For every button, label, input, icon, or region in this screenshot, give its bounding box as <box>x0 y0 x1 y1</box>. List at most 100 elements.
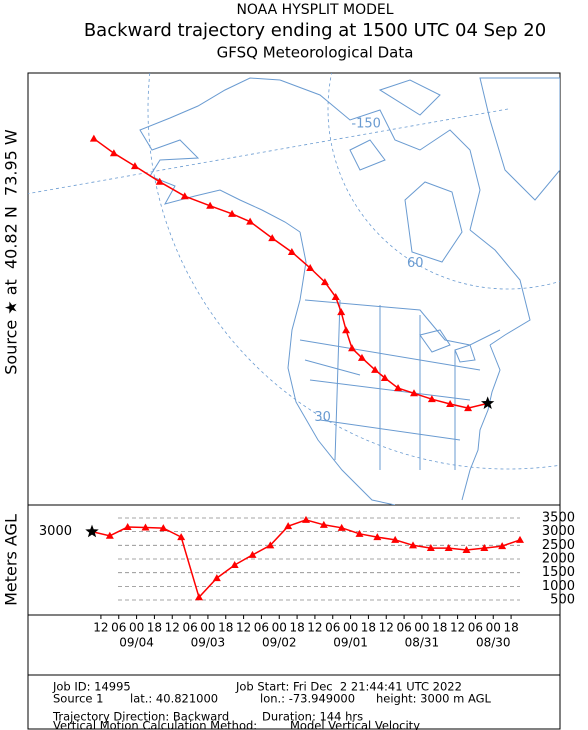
date-label: 09/01 <box>333 636 368 650</box>
great-lakes <box>419 329 476 363</box>
height-marker <box>498 542 507 550</box>
date-label: 08/30 <box>476 636 511 650</box>
trajectory-marker <box>155 177 164 185</box>
height-marker <box>373 533 382 541</box>
canada-arctic <box>279 79 481 231</box>
height-marker <box>409 541 417 549</box>
height-marker <box>248 550 257 558</box>
trajectory-marker <box>427 395 436 403</box>
greenland <box>479 77 560 201</box>
parallel-label: 60 <box>407 256 424 271</box>
height-marker <box>319 520 328 528</box>
meridian-label: -150 <box>351 117 381 132</box>
y-tick-label: 2000 <box>542 552 575 567</box>
labrador <box>469 229 531 346</box>
height-marker <box>444 544 453 552</box>
alaska <box>139 77 301 233</box>
trajectory-marker <box>371 365 380 373</box>
source-lat: lat.: 40.821000 <box>130 692 218 706</box>
info-text: Job ID: 14995 Job Start: Fri Dec 2 21:44… <box>52 680 492 730</box>
info-panel <box>27 674 561 730</box>
x-tick-label: 06 <box>111 621 126 635</box>
title-line-3: GFSQ Meteorological Data <box>217 44 414 62</box>
date-label: 08/31 <box>405 636 440 650</box>
start-height-label: 3000 <box>39 524 72 539</box>
trajectory-marker <box>337 308 346 316</box>
trajectory-marker <box>228 209 237 217</box>
trajectory-marker <box>306 264 315 272</box>
trajectory-marker <box>246 217 255 225</box>
x-tick-label: 06 <box>396 621 411 635</box>
y-tick-label: 500 <box>550 593 575 608</box>
trajectory-marker <box>342 326 351 334</box>
job-id: Job ID: 14995 <box>52 680 131 694</box>
height-marker <box>159 524 168 532</box>
height-marker <box>284 522 293 530</box>
x-tick-label: 12 <box>236 621 251 635</box>
height-marker <box>391 535 400 543</box>
date-label: 09/02 <box>262 636 297 650</box>
source-name: Source 1 <box>53 692 103 706</box>
x-tick-label: 18 <box>361 621 376 635</box>
parallel-line <box>147 73 560 470</box>
x-tick-label: 18 <box>289 621 304 635</box>
source-label: Source ★ at 40.82 N 73.95 W <box>2 129 21 375</box>
meridian-line <box>28 108 509 195</box>
job-start: Job Start: Fri Dec 2 21:44:41 UTC 2022 <box>235 680 462 694</box>
x-tick-label: 00 <box>343 621 358 635</box>
height-marker <box>355 529 364 537</box>
y-tick-label: 1000 <box>542 579 575 594</box>
x-tick-label: 00 <box>129 621 144 635</box>
x-tick-label: 00 <box>272 621 287 635</box>
map-trajectory <box>89 134 495 412</box>
trajectory-marker <box>109 149 118 157</box>
trajectory-marker <box>320 278 329 286</box>
title-line-1: NOAA HYSPLIT MODEL <box>236 2 393 18</box>
method-value: Model Vertical Velocity <box>290 719 420 730</box>
date-label: 09/03 <box>191 636 226 650</box>
x-tick-label: 00 <box>200 621 215 635</box>
hudson-bay <box>404 181 463 263</box>
height-marker <box>105 531 114 539</box>
trajectory-marker <box>206 201 215 209</box>
height-marker <box>462 545 471 553</box>
y-axis-label: Meters AGL <box>2 514 21 606</box>
duration: Duration: 144 hrs <box>262 710 363 724</box>
trajectory-marker <box>348 344 357 352</box>
trajectory-marker <box>130 162 139 170</box>
trajectory-marker <box>394 384 403 392</box>
method: Vertical Motion Calculation Method: <box>53 719 257 730</box>
west-coast <box>287 231 396 505</box>
source-height: height: 3000 m AGL <box>376 692 492 706</box>
y-tick-label: 3000 <box>542 524 575 539</box>
title-line-2: Backward trajectory ending at 1500 UTC 0… <box>84 20 546 41</box>
islands <box>349 79 441 171</box>
y-tick-label: 3500 <box>542 510 575 525</box>
east-coast <box>461 344 501 501</box>
x-tick-label: 12 <box>379 621 394 635</box>
y-tick-label: 2500 <box>542 538 575 553</box>
parallel-line <box>327 73 560 290</box>
trajectory-marker <box>409 389 418 397</box>
height-marker <box>266 541 275 549</box>
height-marker <box>123 523 132 531</box>
x-tick-label: 12 <box>307 621 322 635</box>
x-tick-label: 00 <box>486 621 501 635</box>
map-layer: 30 60 -150 <box>28 73 560 505</box>
trajectory-marker <box>180 192 189 200</box>
source-star <box>85 524 99 538</box>
height-marker <box>302 515 310 523</box>
x-tick-label: 18 <box>432 621 447 635</box>
date-label: 09/04 <box>119 636 154 650</box>
x-tick-label: 18 <box>147 621 162 635</box>
x-tick-label: 06 <box>468 621 483 635</box>
trajectory-marker <box>464 404 473 412</box>
source-lon: lon.: -73.949000 <box>260 692 355 706</box>
trajectory-marker <box>380 373 389 381</box>
height-marker <box>230 561 239 569</box>
trajectory-marker <box>287 248 296 256</box>
height-marker <box>426 544 435 552</box>
x-tick-label: 18 <box>503 621 518 635</box>
trajectory-marker <box>357 353 366 361</box>
height-panel <box>27 504 561 616</box>
